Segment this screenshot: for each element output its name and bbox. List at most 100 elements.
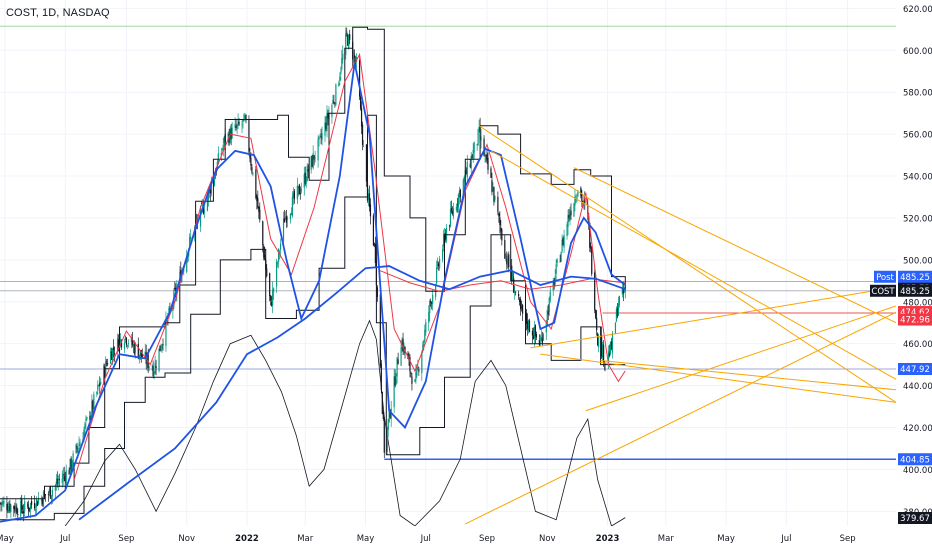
- trendlines[interactable]: [465, 125, 897, 525]
- candle-body: [465, 170, 467, 175]
- x-tick-label: Jul: [780, 534, 791, 544]
- ma-blue: [0, 62, 626, 523]
- x-tick-label: May: [717, 534, 735, 544]
- candle-body: [98, 385, 100, 387]
- candle-body: [538, 340, 540, 346]
- candle-body: [245, 115, 247, 121]
- candle-body: [574, 196, 576, 206]
- candle-body: [123, 342, 126, 349]
- candle-body: [127, 343, 130, 344]
- candle-body: [608, 352, 611, 356]
- candle-body: [160, 348, 162, 351]
- candle-body: [360, 107, 363, 127]
- candle-body: [602, 344, 604, 358]
- candle-body: [242, 119, 244, 122]
- candle-body: [324, 122, 326, 136]
- candle-body: [317, 139, 319, 161]
- candle-body: [415, 372, 417, 381]
- grid: [0, 0, 896, 526]
- candle-body: [278, 251, 281, 253]
- time-axis[interactable]: May Jul Sep Nov 2022 Mar May Jul Sep Nov 2023 Mar Ma…: [0, 526, 896, 550]
- candle-body: [498, 213, 500, 217]
- candle-body: [567, 215, 569, 227]
- candle-body: [249, 154, 251, 159]
- candle-body: [41, 498, 44, 505]
- candle-body: [313, 155, 315, 160]
- candle-body: [174, 287, 176, 290]
- trendline: [573, 167, 897, 324]
- candle-body: [139, 350, 141, 356]
- candle-body: [147, 353, 149, 369]
- candle-body: [458, 191, 460, 198]
- candle-body: [331, 104, 333, 117]
- candle-body: [13, 505, 15, 510]
- candle-body: [48, 488, 50, 494]
- y-tick-label: 520.00: [903, 214, 932, 224]
- price-label: 474.62: [900, 308, 930, 318]
- candle-body: [271, 301, 273, 306]
- candle-body: [6, 503, 8, 511]
- candle-body: [270, 295, 272, 301]
- candle-body: [570, 210, 572, 216]
- candle-body: [616, 307, 619, 317]
- candle-body: [372, 215, 375, 246]
- candle-body: [531, 331, 534, 336]
- candle-body: [484, 154, 486, 156]
- candle-body: [342, 53, 344, 60]
- candle-body: [349, 34, 351, 40]
- candle-body: [236, 124, 238, 128]
- candle-body: [542, 334, 544, 341]
- candle-body: [227, 132, 229, 140]
- candle-body: [54, 485, 56, 491]
- candle-body: [83, 429, 85, 441]
- candle-body: [303, 174, 305, 188]
- candle-body: [470, 155, 472, 169]
- x-tick-label: Nov: [539, 534, 556, 544]
- candle-body: [423, 340, 425, 347]
- candle-body: [154, 363, 156, 374]
- candle-body: [304, 172, 306, 185]
- candle-body: [256, 196, 258, 202]
- candle-body: [580, 187, 582, 196]
- candle-body: [383, 419, 385, 453]
- candle-body: [210, 183, 213, 194]
- candle-body: [442, 233, 445, 247]
- candle-body: [55, 481, 57, 486]
- candle-body: [148, 366, 150, 368]
- x-tick-label: Sep: [118, 534, 134, 544]
- candle-body: [213, 177, 215, 186]
- price-label-bg: [898, 270, 932, 283]
- candle-body: [491, 179, 493, 193]
- candle-body: [58, 479, 60, 481]
- candle-body: [266, 268, 268, 277]
- candle-body: [589, 222, 591, 248]
- candle-body: [165, 318, 167, 347]
- ma-blue-slow: [78, 265, 626, 521]
- candle-body: [111, 351, 113, 361]
- candle-body: [528, 320, 531, 332]
- candle-body: [284, 216, 287, 220]
- moving-averages: [0, 26, 626, 523]
- candle-body: [368, 193, 371, 207]
- symbol-title: COST, 1D, NASDAQ: [6, 7, 110, 19]
- candle-body: [425, 322, 427, 333]
- price-tag-bg: [870, 284, 896, 297]
- candle-body: [431, 302, 433, 304]
- candle-body: [68, 470, 70, 475]
- candle-body: [289, 214, 292, 220]
- y-tick-label: 440.00: [903, 382, 932, 392]
- candle-body: [451, 211, 454, 214]
- candle-body: [422, 344, 424, 352]
- candle-body: [466, 161, 468, 178]
- y-tick-label: 580.00: [903, 89, 932, 99]
- candle-body: [577, 190, 579, 197]
- candle-body: [340, 71, 342, 75]
- candle-body: [75, 444, 77, 453]
- candle-body: [539, 341, 541, 343]
- candle-body: [252, 172, 254, 175]
- price-tag: COST: [871, 287, 895, 297]
- candle-body: [448, 225, 451, 227]
- candle-body: [124, 336, 127, 340]
